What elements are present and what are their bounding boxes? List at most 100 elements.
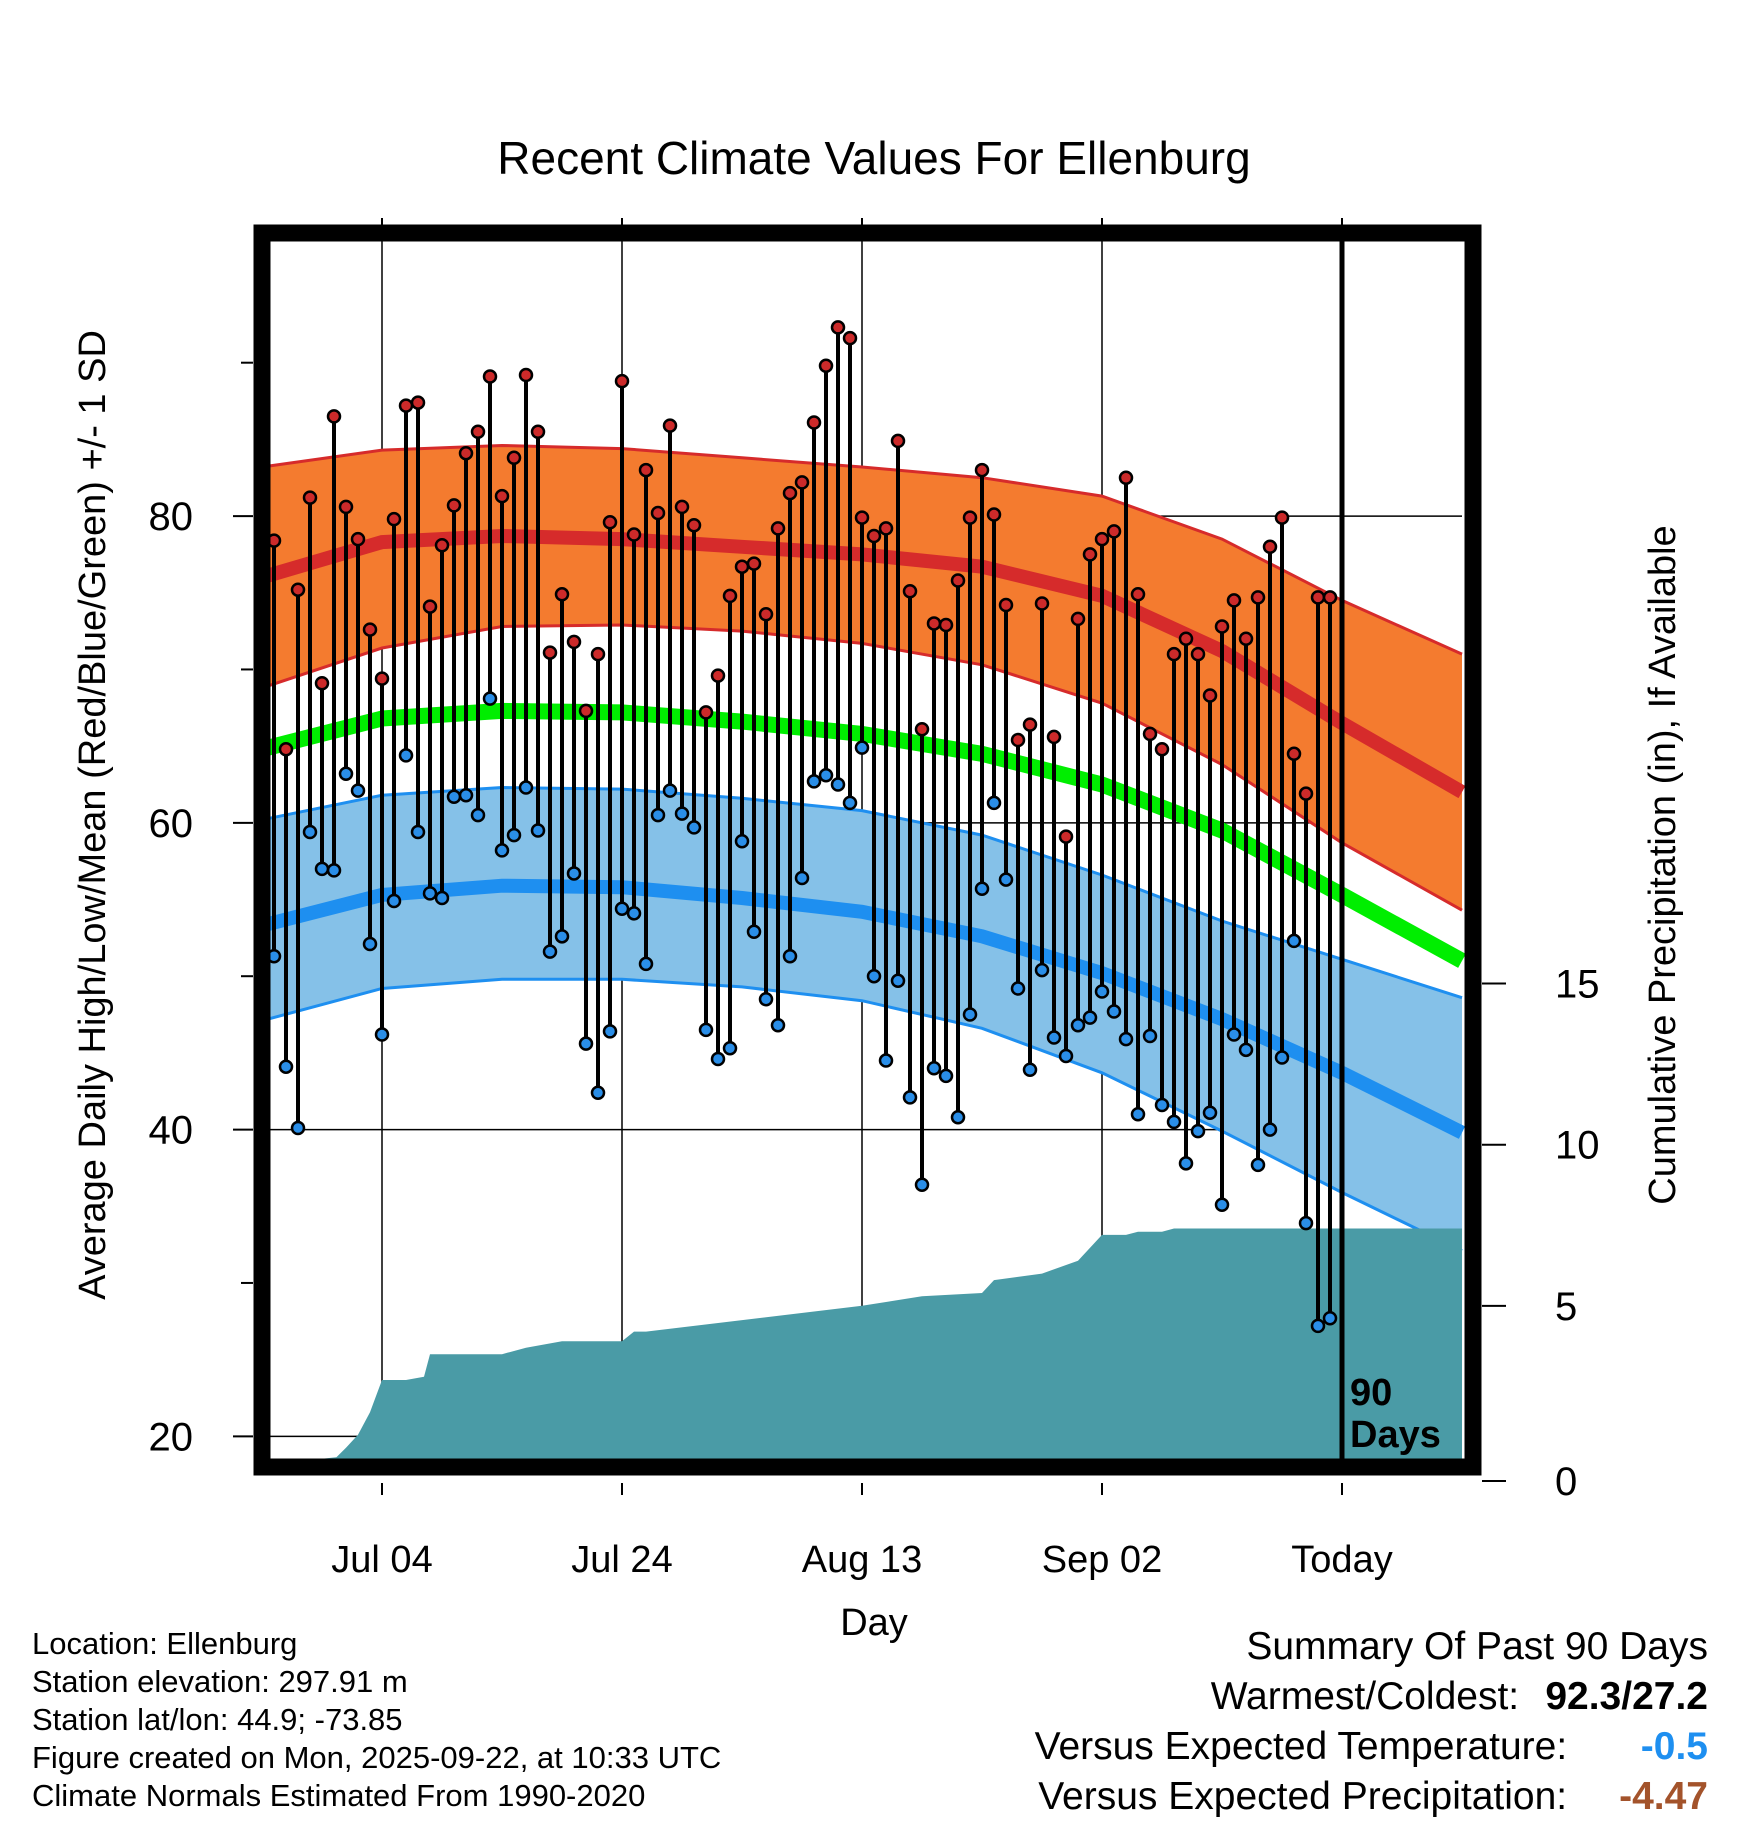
y2-tick-label: 15	[1555, 963, 1600, 1007]
obs-low-point	[1022, 1062, 1038, 1078]
obs-low-point	[506, 827, 522, 843]
obs-low-point	[410, 824, 426, 840]
obs-high-point	[674, 499, 690, 515]
obs-low-point	[926, 1060, 942, 1076]
obs-high-point	[1082, 547, 1098, 562]
obs-high-point	[290, 582, 306, 597]
summary-warm-cold-row: Warmest/Coldest: 92.3/27.2	[1035, 1672, 1708, 1722]
obs-low-point	[542, 944, 558, 959]
obs-high-point	[938, 617, 954, 633]
obs-low-point	[434, 890, 450, 906]
obs-low-point	[998, 872, 1014, 887]
obs-low-point	[554, 929, 570, 944]
obs-low-point	[950, 1110, 966, 1125]
obs-low-point	[1058, 1048, 1074, 1064]
obs-high-point	[698, 705, 714, 720]
obs-high-point	[902, 583, 918, 599]
obs-high-point	[758, 606, 774, 622]
obs-high-point	[782, 485, 798, 501]
obs-high-point	[998, 597, 1014, 613]
obs-low-point	[794, 870, 810, 886]
obs-low-point	[290, 1120, 306, 1136]
obs-low-point	[650, 807, 666, 823]
obs-high-point	[1118, 470, 1134, 485]
obs-high-point	[794, 475, 810, 490]
obs-low-point	[722, 1041, 738, 1056]
plot-frame	[253, 224, 1482, 1476]
obs-high-point	[662, 418, 678, 433]
obs-low-point	[1034, 962, 1050, 978]
obs-high-point	[530, 424, 546, 439]
obs-low-point	[578, 1036, 594, 1051]
obs-low-point	[782, 949, 798, 964]
obs-high-point	[554, 587, 570, 602]
y2-axis-label: Cumulative Precipitation (in), If Availa…	[1642, 525, 1684, 1204]
obs-low-point	[314, 861, 330, 877]
obs-low-point	[974, 881, 990, 897]
obs-high-point	[866, 528, 882, 544]
warm-cold-value: 92.3/27.2	[1545, 1675, 1708, 1718]
obs-high-point	[470, 424, 486, 439]
obs-low-point	[686, 820, 702, 835]
obs-low-point	[470, 807, 486, 823]
obs-low-point	[1166, 1114, 1182, 1130]
obs-low-point	[1070, 1018, 1086, 1033]
obs-low-point	[1142, 1028, 1158, 1044]
obs-low-point	[746, 924, 762, 939]
obs-high-point	[482, 369, 498, 384]
obs-low-point	[1214, 1197, 1230, 1212]
obs-low-point	[278, 1059, 294, 1074]
obs-low-point	[770, 1018, 786, 1033]
obs-high-point	[1094, 531, 1110, 547]
summary-panel: Summary Of Past 90 Days Warmest/Coldest:…	[1035, 1622, 1708, 1822]
obs-high-point	[350, 531, 366, 547]
obs-low-point	[938, 1068, 954, 1084]
obs-low-point	[362, 936, 378, 952]
obs-high-point	[518, 367, 534, 383]
obs-high-point	[1142, 726, 1158, 742]
obs-low-point	[1106, 1004, 1122, 1019]
obs-low-point	[638, 956, 654, 972]
obs-low-point	[854, 740, 870, 755]
vs-precip-label: Versus Expected Precipitation:	[1038, 1775, 1568, 1818]
obs-high-point	[734, 559, 750, 574]
obs-high-point	[626, 527, 642, 542]
obs-high-point	[278, 741, 294, 757]
obs-low-point	[866, 968, 882, 984]
obs-low-point	[674, 806, 690, 821]
obs-high-point	[1226, 593, 1242, 608]
obs-low-point	[1226, 1027, 1242, 1042]
obs-high-point	[1238, 631, 1254, 647]
obs-low-point	[1190, 1123, 1206, 1139]
station-info: Location: Ellenburg Station elevation: 2…	[32, 1625, 721, 1815]
obs-high-point	[962, 510, 978, 525]
summary-temp-row: Versus Expected Temperature: -0.5	[1035, 1722, 1708, 1772]
obs-high-point	[842, 330, 858, 346]
high-normal-band	[262, 445, 1462, 911]
obs-high-point	[650, 505, 666, 521]
obs-low-point	[734, 833, 750, 849]
obs-high-point	[434, 537, 450, 553]
obs-high-point	[1034, 596, 1050, 611]
obs-high-point	[1154, 741, 1170, 757]
obs-high-point	[314, 676, 330, 691]
obs-low-point	[698, 1022, 714, 1038]
obs-high-point	[974, 462, 990, 478]
info-location: Location: Ellenburg	[32, 1626, 298, 1661]
obs-high-point	[770, 521, 786, 536]
obs-high-point	[1202, 688, 1218, 703]
obs-high-point	[506, 450, 522, 466]
obs-low-point	[386, 893, 402, 909]
obs-high-point	[614, 373, 630, 389]
obs-high-point	[1058, 829, 1074, 844]
obs-high-point	[1298, 786, 1314, 801]
obs-high-point	[806, 415, 822, 430]
obs-high-point	[926, 616, 942, 631]
obs-low-point	[902, 1090, 918, 1105]
obs-high-point	[1070, 611, 1086, 627]
x-tick-label: Sep 02	[1042, 1539, 1162, 1581]
precip-area	[262, 1228, 1462, 1467]
obs-high-point	[338, 499, 354, 515]
y-tick-label: 20	[149, 1415, 194, 1459]
obs-high-point	[830, 320, 846, 335]
